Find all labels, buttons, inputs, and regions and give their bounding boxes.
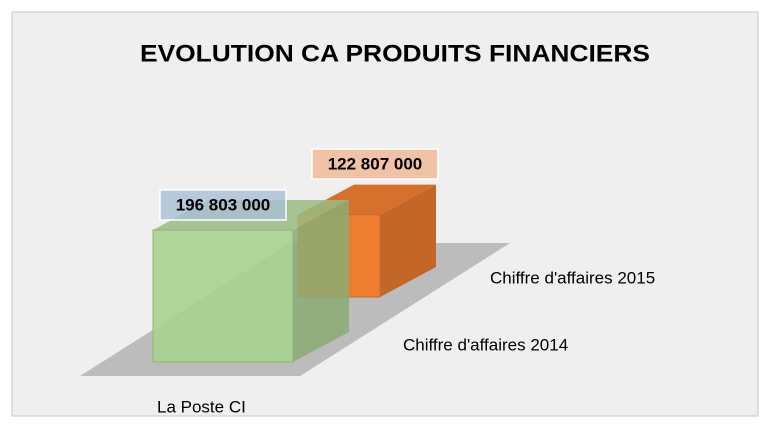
data-label-box	[311, 148, 439, 180]
bar-side	[380, 184, 436, 297]
data-label: 122 807 000	[328, 154, 423, 173]
legend-label: Chiffre d'affaires 2015	[490, 268, 655, 287]
legend-label: Chiffre d'affaires 2014	[403, 335, 568, 354]
bar-side	[293, 200, 349, 362]
data-label-box	[159, 189, 287, 221]
bar	[152, 229, 294, 363]
data-label: 196 803 000	[176, 195, 271, 214]
x-tick-label: La Poste CI	[157, 397, 246, 416]
chart-title: EVOLUTION CA PRODUITS FINANCIERS	[140, 40, 650, 67]
